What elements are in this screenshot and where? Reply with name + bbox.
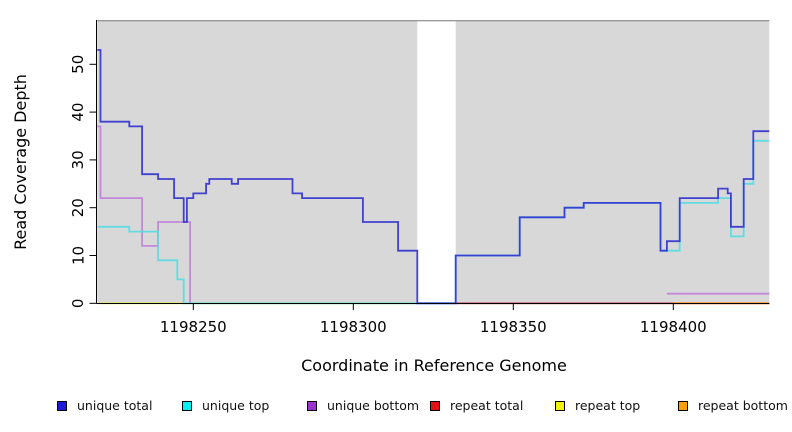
legend-item-repeat-bottom: repeat bottom: [678, 398, 788, 414]
legend-swatch-unique-bottom: [307, 401, 317, 411]
x-tick-label: 1198300: [320, 318, 387, 336]
masked-region: [417, 20, 456, 303]
y-tick-label: 30: [69, 150, 87, 169]
x-tick-label: 1198400: [640, 318, 707, 336]
legend-label: repeat bottom: [698, 398, 788, 413]
x-tick-label: 1198350: [480, 318, 547, 336]
legend-item-repeat-top: repeat top: [555, 398, 640, 414]
x-axis-title: Coordinate in Reference Genome: [301, 356, 567, 375]
y-tick-label: 0: [69, 299, 87, 309]
legend-swatch-repeat-total: [430, 401, 440, 411]
x-tick-label: 1198250: [160, 318, 227, 336]
legend-item-unique-top: unique top: [182, 398, 269, 414]
y-axis-title: Read Coverage Depth: [11, 74, 30, 250]
legend-swatch-repeat-bottom: [678, 401, 688, 411]
y-tick-label: 20: [69, 198, 87, 217]
y-tick-label: 50: [69, 55, 87, 74]
series-line-unique-total: [97, 49, 770, 305]
legend-label: repeat total: [450, 398, 524, 413]
legend-label: unique top: [202, 398, 270, 413]
series-line-unique-bottom: [97, 125, 770, 304]
legend-label: unique total: [77, 398, 153, 413]
legend-item-unique-total: unique total: [57, 398, 152, 414]
legend-label: repeat top: [575, 398, 641, 413]
legend-swatch-unique-total: [57, 401, 67, 411]
y-tick-label: 10: [69, 246, 87, 265]
legend-item-unique-bottom: unique bottom: [307, 398, 419, 414]
legend: unique total unique top unique bottom repea…: [0, 398, 792, 420]
y-tick-label: 40: [69, 103, 87, 122]
legend-swatch-repeat-top: [555, 401, 565, 411]
legend-swatch-unique-top: [182, 401, 192, 411]
legend-item-repeat-total: repeat total: [430, 398, 523, 414]
legend-label: unique bottom: [327, 398, 420, 413]
